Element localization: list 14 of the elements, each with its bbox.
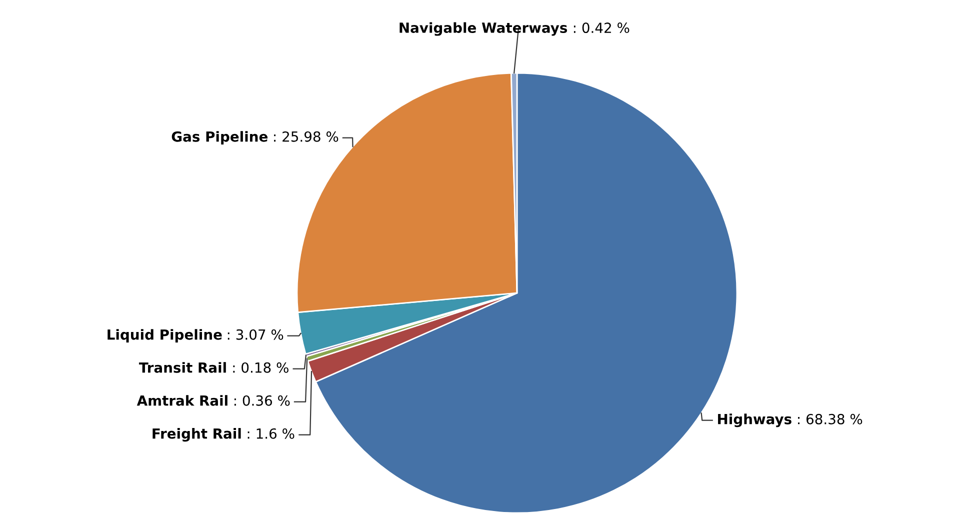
data-label: : 3.07 % — [228, 329, 284, 340]
slice-label: Gas Pipeline — [172, 131, 268, 145]
slice-label: Highways — [718, 414, 792, 428]
data-label: : 0.18 % — [233, 362, 288, 373]
data-label: : 1.6 % — [248, 428, 294, 439]
data-label: : 0.36 % — [234, 395, 290, 406]
data-label: : 68.38 % — [798, 414, 862, 424]
slice-label: Freight Rail — [152, 428, 241, 442]
slice-label: Navigable Waterways — [400, 22, 568, 36]
data-label: : 0.42 % — [574, 22, 630, 34]
data-label: : 25.98 % — [274, 131, 338, 142]
slice-label: Liquid Pipeline — [108, 329, 222, 343]
slice-label: Transit Rail — [138, 362, 226, 373]
slice-label: Amtrak Rail — [136, 395, 228, 406]
